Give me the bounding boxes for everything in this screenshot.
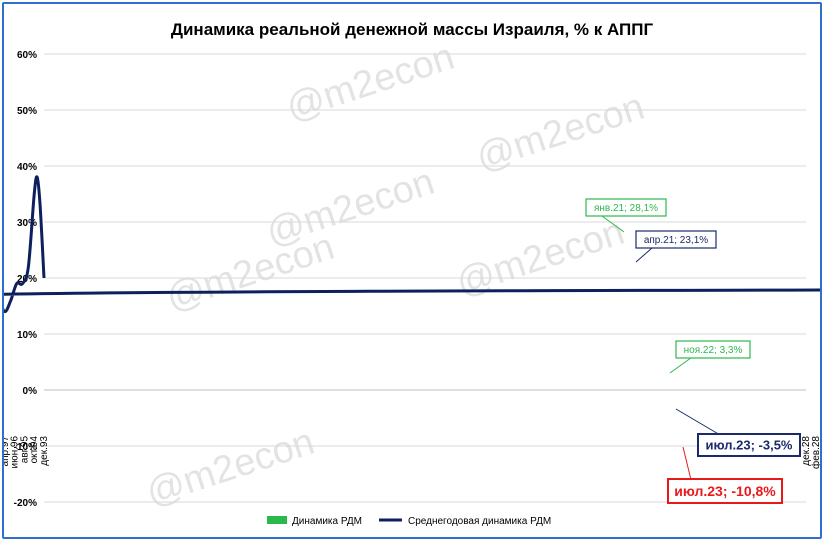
watermark-text: @m2econ [281, 36, 459, 130]
y-tick-label: -10% [14, 442, 37, 453]
annotation-label: июл.23; -3,5% [705, 438, 792, 453]
x-tick-label: июн.96 [10, 436, 21, 469]
annotation-box [675, 340, 751, 359]
annotation-label: апр.21; 23,1% [644, 235, 708, 246]
y-tick-label: 60% [17, 50, 37, 61]
watermark-text: @m2econ [141, 421, 319, 515]
annotation-label: июл.23; -10,8% [674, 483, 776, 499]
annotation-box [697, 433, 801, 457]
x-tick-label: дек.93 [39, 436, 50, 466]
y-tick-label: 0% [23, 386, 38, 397]
y-tick-label: 40% [17, 162, 37, 173]
x-tick-label: окт.94 [29, 436, 40, 464]
y-tick-label: 50% [17, 106, 37, 117]
x-tick-label: авг.95 [19, 436, 30, 464]
legend-label-bars: Динамика РДМ [292, 516, 362, 527]
annotation-label: янв.21; 28,1% [594, 203, 658, 214]
y-axis-ticks: -20% -10% 0% 10% 20% 30% 40% 50% 60% [14, 50, 37, 509]
x-tick-label: апр.97 [4, 436, 11, 467]
annotation-box [585, 198, 667, 217]
line-series [4, 175, 820, 314]
y-tick-label: 20% [17, 274, 37, 285]
chart-svg: Динамика реальной денежной массы Израиля… [4, 20, 820, 527]
watermark-layer: @m2econ@m2econ@m2econ@m2econ@m2econ@m2ec… [141, 36, 649, 515]
x-tick-label: дек.28 [801, 436, 812, 466]
annotation-label: ноя.22; 3,3% [684, 345, 743, 356]
annotation-leader [601, 215, 625, 233]
annotation-leader [675, 408, 719, 435]
annotation-box [667, 478, 783, 504]
legend-swatch-bars [267, 516, 287, 524]
chart-title: Динамика реальной денежной массы Израиля… [171, 20, 654, 39]
annotation-leader [635, 247, 653, 263]
y-tick-label: 10% [17, 330, 37, 341]
y-tick-label: -20% [14, 498, 37, 509]
annotation-leader [682, 446, 692, 480]
watermark-text: @m2econ [161, 226, 339, 320]
annotation-layer: янв.21; 28,1% апр.21; 23,1% ноя.22; 3,3% ию… [585, 198, 801, 504]
annotation-leader [669, 357, 692, 374]
y-tick-label: 30% [17, 218, 37, 229]
average-line [4, 175, 820, 314]
x-axis-ticks: дек.93окт.94авг.95июн.96апр.97фев.98дек.… [4, 436, 820, 469]
x-tick-label: фев.28 [810, 436, 820, 469]
annotation-box [635, 230, 717, 249]
legend-label-line: Среднегодовая динамика РДМ [408, 516, 551, 527]
grid-lines [44, 53, 806, 503]
watermark-text: @m2econ [471, 86, 649, 180]
legend: Динамика РДМ Среднегодовая динамика РДМ [267, 516, 551, 527]
